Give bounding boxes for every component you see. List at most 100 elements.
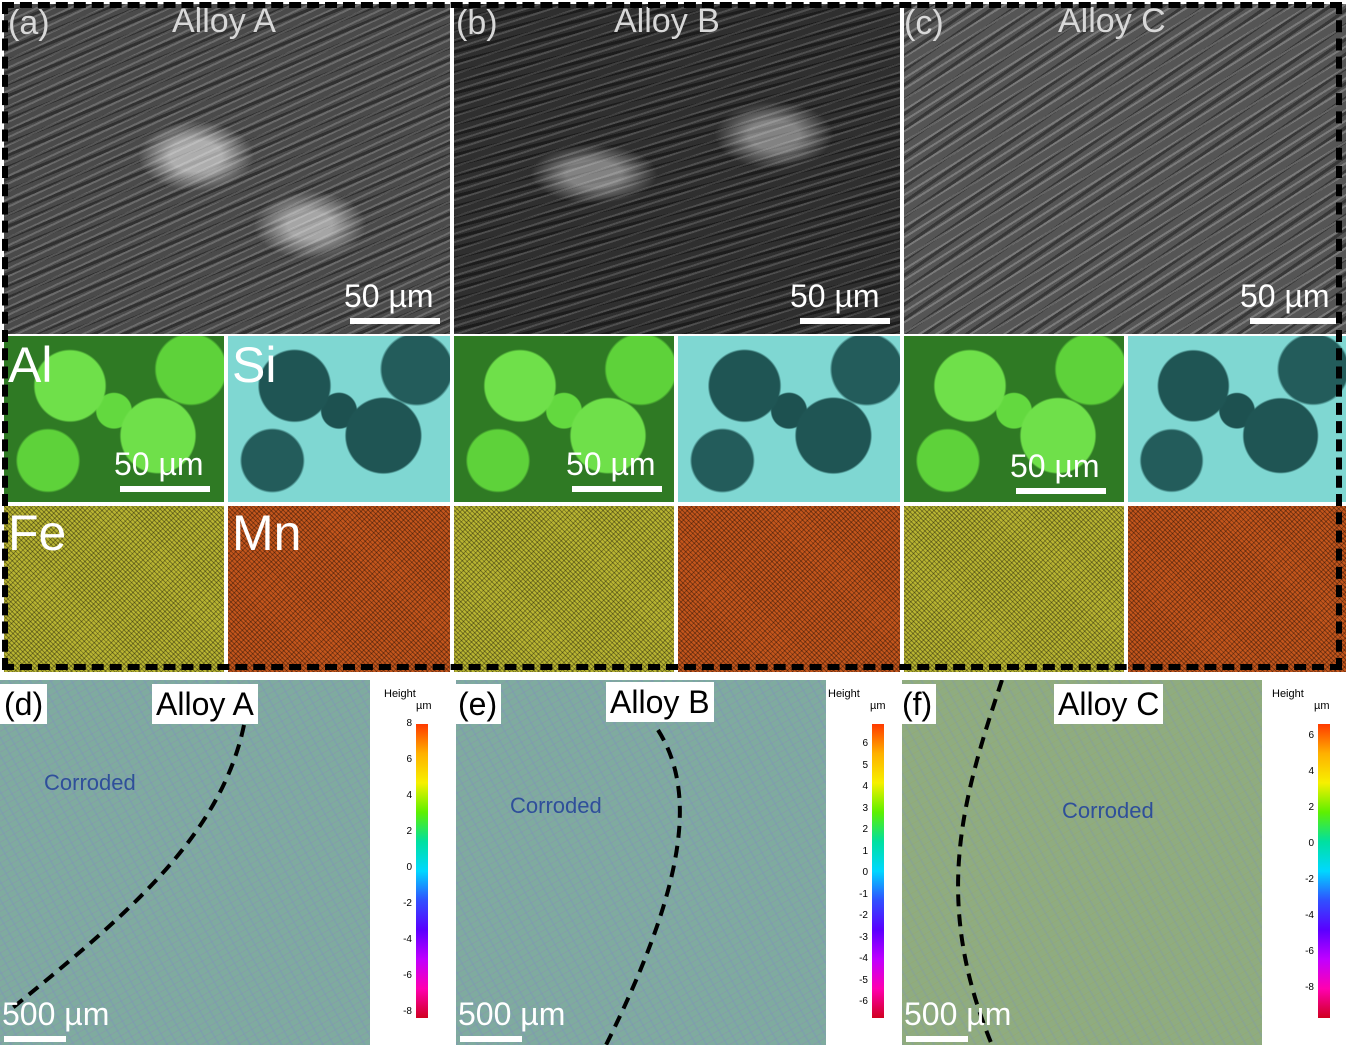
eds-scale-label-a: 50 µm <box>114 446 204 482</box>
panel-letter-e: (e) <box>454 684 502 724</box>
eds-map-al-b <box>454 336 674 502</box>
colorbar-unit-d: µm <box>416 700 432 712</box>
colorbar-unit-e: µm <box>870 700 886 712</box>
topo-scale-label-b: 500 µm <box>458 996 566 1032</box>
panel-title-alloy-c: Alloy C <box>1058 2 1166 40</box>
corrosion-boundary-a <box>8 724 246 1012</box>
colorbar-tick-label: 4 <box>406 790 412 801</box>
eds-map-fe-c <box>904 506 1124 672</box>
eds-map-mn-b <box>678 506 900 672</box>
colorbar-tick-label: -2 <box>403 898 412 909</box>
corroded-label-a: Corroded <box>44 770 136 795</box>
element-label-fe: Fe <box>8 505 67 561</box>
scale-bar-b <box>800 318 890 324</box>
topo-scale-bar-a <box>4 1036 66 1042</box>
panel-letter-b: (b) <box>456 4 498 42</box>
corroded-label-c: Corroded <box>1062 798 1154 823</box>
eds-map-si-a <box>228 336 450 502</box>
colorbar-tick-label: 2 <box>1308 802 1314 813</box>
eds-map-al-a <box>4 336 224 502</box>
element-label-al: Al <box>8 337 53 393</box>
scale-label-b: 50 µm <box>790 278 880 314</box>
colorbar-tick-label: 4 <box>862 781 868 792</box>
colorbar-tick-label: -2 <box>859 910 868 921</box>
colorbar-tick-label: 8 <box>406 718 412 729</box>
corrosion-boundary-b <box>604 728 682 1045</box>
eds-scale-bar-a <box>120 486 210 492</box>
eds-scale-bar-b <box>572 486 662 492</box>
colorbar-tick-label: -4 <box>859 953 868 964</box>
colorbar-tick-label: -8 <box>403 1006 412 1017</box>
colorbar-tick-label: -5 <box>859 974 868 986</box>
topo-scale-bar-b <box>460 1036 522 1042</box>
colorbar-tick-label: -3 <box>859 931 868 943</box>
eds-scale-label-b: 50 µm <box>566 446 656 482</box>
colorbar-tick-label: 3 <box>862 802 868 814</box>
element-label-si: Si <box>232 337 277 393</box>
panel-title-alloy-a: Alloy A <box>172 2 276 40</box>
colorbar-tick-label: 5 <box>862 759 868 771</box>
colorbar-unit-f: µm <box>1314 700 1330 712</box>
sem-image-alloy-c <box>904 4 1346 334</box>
colorbar-tick-label: 0 <box>862 867 868 878</box>
corrosion-boundary-c <box>956 680 1004 1045</box>
colorbar-tick-label: -4 <box>1305 910 1314 921</box>
colorbar-tick-label: 6 <box>862 738 868 749</box>
panel-title-alloy-c-topo: Alloy C <box>1054 684 1164 724</box>
element-label-mn: Mn <box>232 505 302 561</box>
scale-bar-a <box>350 318 440 324</box>
colorbar-tick-label: 2 <box>862 824 868 835</box>
eds-scale-bar-c <box>1016 488 1106 494</box>
panel-title-alloy-b: Alloy B <box>614 2 720 40</box>
colorbar-tick-label: 0 <box>406 862 412 873</box>
colorbar-title-d: Height <box>384 688 416 700</box>
colorbar-tick-label: 2 <box>406 826 412 837</box>
sem-image-alloy-a <box>4 4 450 334</box>
colorbar-tick-label: -2 <box>1305 874 1314 885</box>
panel-letter-f: (f) <box>898 684 937 724</box>
colorbar-tick-label: -6 <box>1305 946 1314 957</box>
colorbar-tick-label: -4 <box>403 934 412 945</box>
colorbar-d <box>416 724 428 1018</box>
precipitate-network <box>44 64 424 294</box>
eds-map-mn-a <box>228 506 450 672</box>
panel-title-alloy-a-topo: Alloy A <box>152 684 258 724</box>
colorbar-tick-label: 1 <box>862 845 868 857</box>
topo-scale-bar-c <box>906 1036 968 1042</box>
corroded-label-b: Corroded <box>510 793 602 818</box>
colorbar-title-e: Height <box>828 688 860 700</box>
panel-title-alloy-b-topo: Alloy B <box>606 682 714 722</box>
colorbar-tick-label: -1 <box>859 888 868 900</box>
eds-map-si-c <box>1128 336 1346 502</box>
topo-scale-label-a: 500 µm <box>2 996 110 1032</box>
topography-alloy-c <box>902 680 1262 1045</box>
eds-map-si-b <box>678 336 900 502</box>
eds-map-mn-c <box>1128 506 1346 672</box>
dashed-frame <box>2 2 1342 670</box>
colorbar-tick-label: 6 <box>1308 730 1314 741</box>
colorbar-f <box>1318 724 1330 1018</box>
topography-alloy-a <box>0 680 370 1045</box>
panel-letter-d: (d) <box>0 684 48 724</box>
colorbar-title-f: Height <box>1272 688 1304 700</box>
panel-letter-c: (c) <box>904 4 944 42</box>
topography-alloy-b <box>456 680 826 1045</box>
topo-scale-label-c: 500 µm <box>904 996 1012 1032</box>
eds-scale-label-c: 50 µm <box>1010 448 1100 484</box>
colorbar-tick-label: -8 <box>1305 982 1314 993</box>
colorbar-tick-label: 0 <box>1308 838 1314 849</box>
sem-image-alloy-b <box>454 4 900 334</box>
colorbar-tick-label: -6 <box>859 996 868 1007</box>
colorbar-tick-label: -6 <box>403 970 412 981</box>
scale-bar-c <box>1250 318 1340 324</box>
eds-map-al-c <box>904 336 1124 502</box>
eds-map-fe-b <box>454 506 674 672</box>
eds-map-fe-a <box>4 506 224 672</box>
colorbar-e <box>872 724 884 1018</box>
precipitate-network <box>474 44 874 304</box>
panel-letter-a: (a) <box>8 4 50 42</box>
colorbar-tick-label: 6 <box>406 754 412 765</box>
colorbar-tick-label: 4 <box>1308 766 1314 777</box>
scale-label-c: 50 µm <box>1240 278 1330 314</box>
scale-label-a: 50 µm <box>344 278 434 314</box>
